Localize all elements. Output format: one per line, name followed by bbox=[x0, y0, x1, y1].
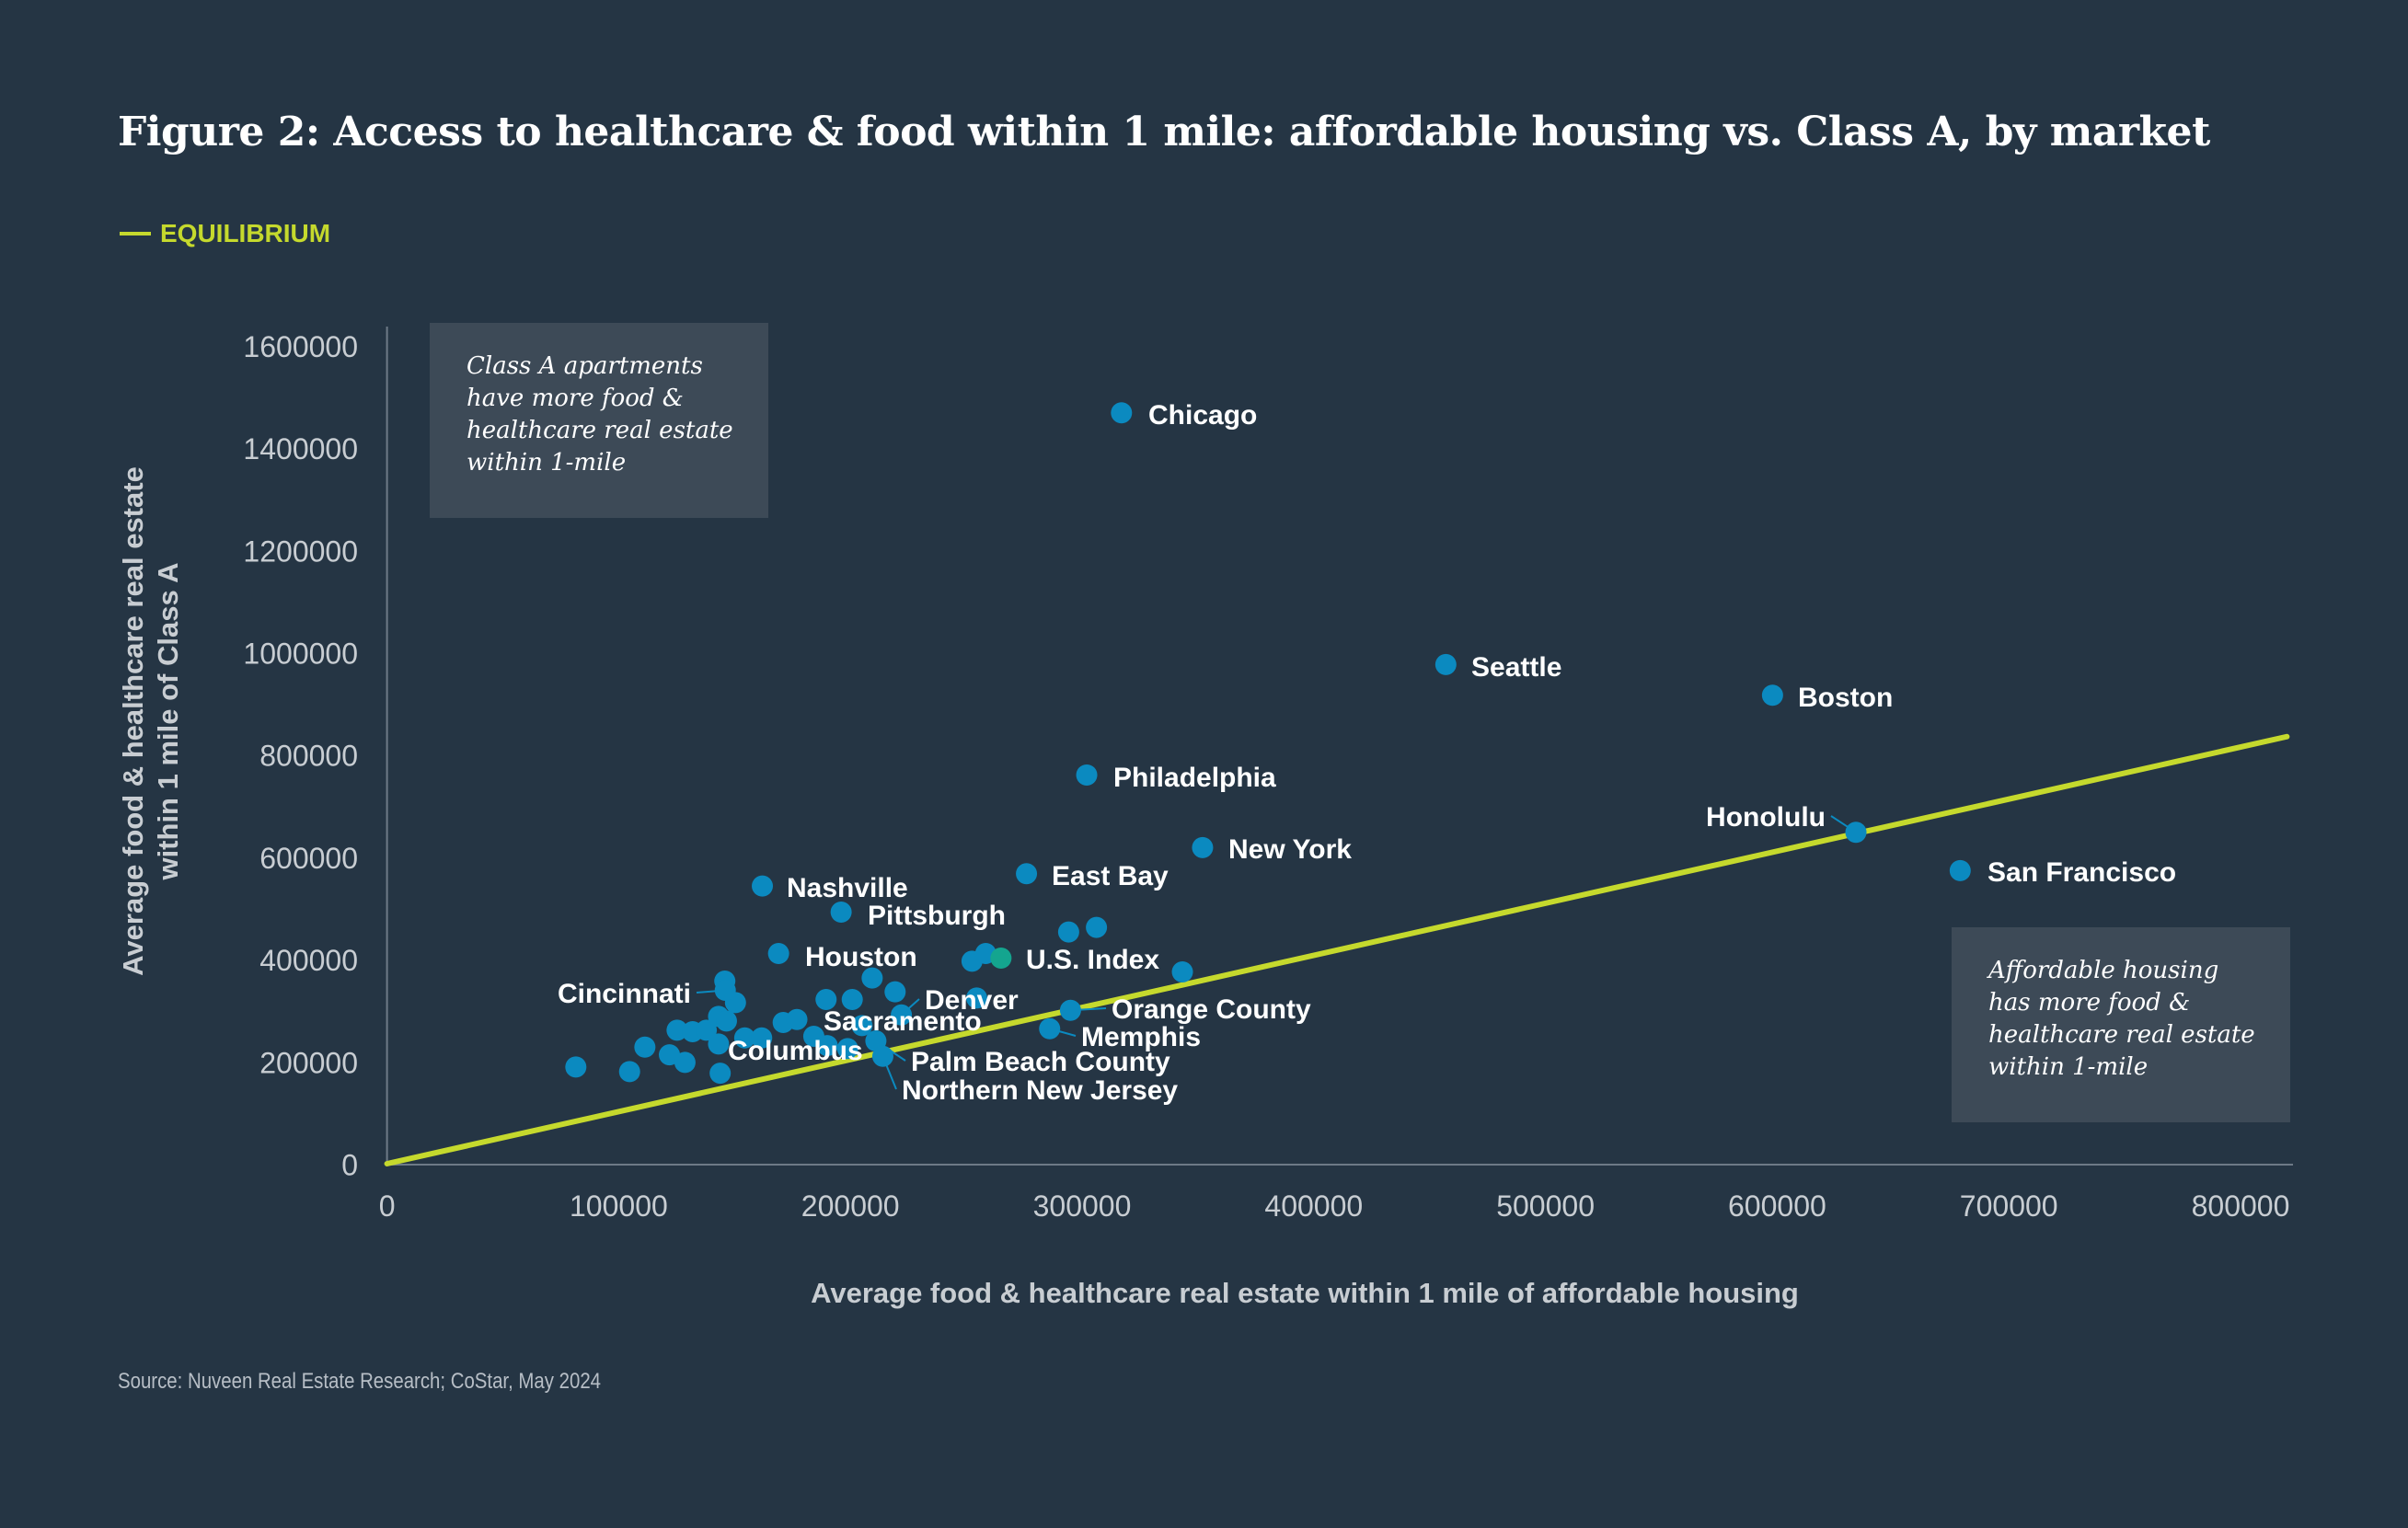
equilibrium-legend-swatch bbox=[120, 232, 151, 236]
data-point-orange-county bbox=[1059, 999, 1081, 1021]
equilibrium-line bbox=[384, 733, 2290, 1166]
annotation-line: within 1-mile bbox=[467, 449, 627, 477]
legend: EQUILIBRIUM bbox=[120, 219, 330, 248]
data-point-cincinnati bbox=[714, 980, 736, 1002]
point-label: Philadelphia bbox=[1113, 763, 1276, 793]
legend-label: EQUILIBRIUM bbox=[160, 219, 331, 247]
data-point bbox=[786, 1008, 808, 1030]
point-label: Memphis bbox=[1081, 1022, 1201, 1052]
data-point-san-francisco bbox=[1949, 859, 1971, 881]
point-label: New York bbox=[1228, 834, 1352, 865]
annotation-line: healthcare real estate bbox=[467, 417, 733, 444]
annotation-affordable: Affordable housing has more food & healt… bbox=[1952, 927, 2290, 1122]
point-label: Cincinnati bbox=[558, 979, 691, 1009]
data-point-houston bbox=[767, 942, 789, 964]
data-point bbox=[674, 1051, 696, 1074]
data-point bbox=[708, 1033, 730, 1055]
data-point-chicago bbox=[1111, 402, 1133, 424]
data-point-u-s-index bbox=[990, 947, 1012, 969]
data-point bbox=[841, 989, 863, 1011]
annotation-line: Affordable housing bbox=[1988, 957, 2219, 984]
annotation-line: has more food & bbox=[1988, 989, 2191, 1017]
data-point-pittsburgh bbox=[830, 901, 852, 923]
y-tick-label: 800000 bbox=[259, 740, 358, 773]
y-axis-label: Average food & healthcare real estate bbox=[117, 466, 149, 976]
data-point-seattle bbox=[1434, 653, 1457, 675]
x-axis-label: Average food & healthcare real estate wi… bbox=[811, 1277, 1799, 1309]
data-point bbox=[696, 1019, 718, 1041]
point-label: San Francisco bbox=[1987, 857, 2176, 888]
x-tick-label: 600000 bbox=[1728, 1189, 1826, 1223]
x-tick-label: 800000 bbox=[2192, 1189, 2290, 1223]
source-note: Source: Nuveen Real Estate Research; CoS… bbox=[118, 1369, 602, 1394]
data-point-memphis bbox=[1039, 1017, 1061, 1040]
y-tick-label: 200000 bbox=[259, 1046, 358, 1079]
point-label: Honolulu bbox=[1706, 802, 1826, 833]
x-tick-label: 0 bbox=[379, 1189, 396, 1223]
y-tick-label: 1400000 bbox=[243, 432, 358, 465]
data-point bbox=[884, 981, 906, 1003]
point-label: Boston bbox=[1798, 683, 1893, 713]
x-tick-label: 500000 bbox=[1496, 1189, 1595, 1223]
data-point bbox=[1057, 921, 1079, 943]
point-label: Sacramento bbox=[824, 1006, 982, 1037]
data-point bbox=[618, 1061, 640, 1083]
data-point-northern-new-jersey bbox=[871, 1045, 893, 1067]
y-tick-label: 0 bbox=[341, 1148, 358, 1181]
y-axis-label: within 1 mile of Class A bbox=[152, 562, 184, 880]
data-point-honolulu bbox=[1845, 821, 1867, 844]
data-point bbox=[709, 1063, 732, 1085]
point-label: Northern New Jersey bbox=[902, 1075, 1178, 1106]
annotation-line: healthcare real estate bbox=[1988, 1021, 2255, 1049]
data-point bbox=[565, 1056, 587, 1078]
data-point-philadelphia bbox=[1076, 764, 1098, 786]
data-point-columbus bbox=[816, 1035, 838, 1057]
data-point-denver bbox=[891, 1004, 913, 1026]
data-point bbox=[861, 967, 883, 989]
data-point bbox=[666, 1019, 688, 1041]
point-label: Houston bbox=[805, 942, 917, 972]
y-tick-label: 600000 bbox=[259, 842, 358, 875]
point-label: Orange County bbox=[1112, 994, 1311, 1025]
point-label: Denver bbox=[925, 985, 1019, 1016]
x-tick-label: 400000 bbox=[1264, 1189, 1363, 1223]
point-label: Chicago bbox=[1148, 400, 1257, 431]
x-tick-label: 300000 bbox=[1033, 1189, 1132, 1223]
point-label: U.S. Index bbox=[1026, 945, 1159, 975]
point-label: Seattle bbox=[1471, 652, 1561, 683]
annotation-class-a: Class A apartments have more food & heal… bbox=[430, 323, 768, 518]
data-point bbox=[1171, 961, 1193, 982]
x-tick-label: 200000 bbox=[801, 1189, 900, 1223]
data-point bbox=[836, 1038, 858, 1060]
data-point bbox=[1086, 916, 1108, 938]
y-tick-label: 400000 bbox=[259, 944, 358, 977]
point-label: Pittsburgh bbox=[868, 901, 1006, 931]
x-tick-label: 700000 bbox=[1960, 1189, 2058, 1223]
y-tick-label: 1000000 bbox=[243, 637, 358, 670]
point-label: East Bay bbox=[1052, 861, 1169, 891]
annotation-line: have more food & bbox=[467, 385, 684, 412]
data-point-boston bbox=[1761, 684, 1783, 707]
y-tick-label: 1600000 bbox=[243, 330, 358, 363]
data-point-nashville bbox=[752, 875, 774, 897]
data-point bbox=[751, 1027, 773, 1049]
point-label: Palm Beach County bbox=[911, 1047, 1170, 1077]
x-tick-label: 100000 bbox=[570, 1189, 668, 1223]
point-label: Nashville bbox=[787, 873, 908, 903]
data-point-sacramento bbox=[851, 1015, 873, 1037]
data-point bbox=[634, 1036, 656, 1058]
chart-title: Figure 2: Access to healthcare & food wi… bbox=[118, 109, 2210, 155]
data-point bbox=[965, 987, 987, 1009]
data-point bbox=[815, 989, 837, 1011]
data-point bbox=[733, 1027, 755, 1049]
annotation-line: within 1-mile bbox=[1988, 1053, 2149, 1081]
y-tick-label: 1200000 bbox=[243, 534, 358, 568]
data-point-new-york bbox=[1192, 836, 1214, 858]
data-point-east-bay bbox=[1016, 863, 1038, 885]
annotation-line: Class A apartments bbox=[467, 352, 703, 380]
data-point bbox=[715, 1010, 737, 1032]
point-label: Columbus bbox=[728, 1036, 863, 1066]
